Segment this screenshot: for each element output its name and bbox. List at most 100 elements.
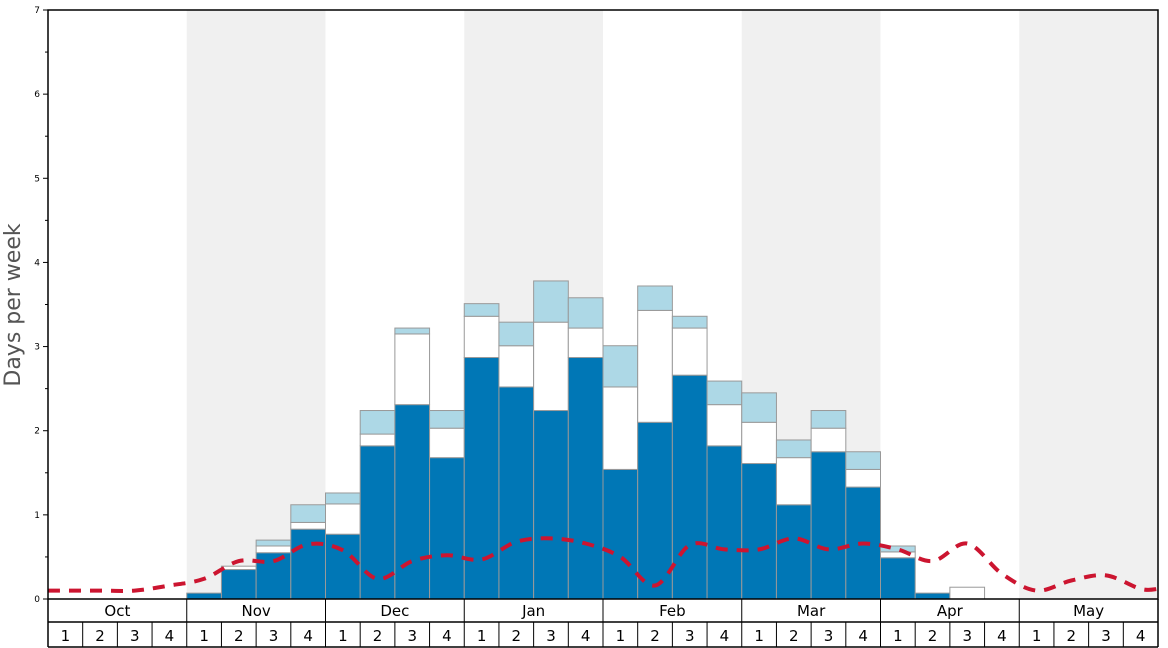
bar-segment [637, 285, 673, 311]
month-band [186, 10, 326, 599]
bar-segment [533, 410, 569, 600]
month-label: Mar [797, 602, 826, 620]
week-label: 3 [407, 627, 417, 645]
month-label: Feb [659, 602, 686, 620]
week-label: 1 [477, 627, 487, 645]
month-band [1019, 10, 1158, 599]
bar-segment [706, 380, 743, 406]
bar-segment [845, 468, 881, 488]
week-label: 3 [824, 627, 834, 645]
week-label: 2 [234, 627, 244, 645]
bar-segment [429, 457, 465, 600]
bar-segment [325, 492, 361, 505]
week-label: 3 [962, 627, 972, 645]
month-label: Oct [104, 602, 130, 620]
month-label: Apr [937, 602, 964, 620]
bar-segment [775, 457, 812, 506]
y-tick-label: 4 [34, 258, 40, 268]
week-label: 4 [858, 627, 868, 645]
y-tick-label: 1 [34, 511, 40, 521]
week-label: 2 [789, 627, 799, 645]
bar-segment [290, 504, 326, 523]
week-label: 4 [303, 627, 313, 645]
bar-segment [845, 451, 881, 470]
week-label: 2 [928, 627, 938, 645]
bar-segment [810, 427, 847, 453]
bar-segment [394, 327, 431, 335]
bar-segment [810, 451, 847, 600]
y-axis-label: Days per week [1, 223, 26, 386]
bar-segment [810, 410, 847, 429]
week-label: 4 [997, 627, 1007, 645]
bar-segment [602, 345, 639, 388]
bar-segment [741, 392, 777, 423]
bar-segment [567, 327, 604, 359]
month-band [48, 10, 187, 599]
bar-segment [186, 592, 222, 600]
y-tick-label: 0 [34, 595, 40, 605]
bar-segment [741, 421, 777, 465]
bar-segment [325, 503, 361, 535]
week-label: 3 [1101, 627, 1111, 645]
y-tick-label: 6 [34, 90, 40, 100]
bars [186, 280, 986, 600]
bar-segment [775, 439, 812, 459]
week-label: 2 [512, 627, 522, 645]
bar-segment [949, 586, 986, 600]
y-tick-label: 2 [34, 427, 40, 437]
bar-segment [359, 410, 396, 435]
week-label: 1 [616, 627, 626, 645]
bar-segment [567, 357, 604, 600]
trend-line [48, 536, 1159, 593]
bar-segment [325, 533, 361, 600]
month-label: Dec [380, 602, 409, 620]
bar-segment [533, 280, 569, 323]
trend-line-path [48, 536, 1159, 593]
y-axis: 0 1 2 3 4 5 6 7 [34, 6, 48, 605]
week-label: 1 [893, 627, 903, 645]
month-label: May [1073, 602, 1104, 620]
bar-segment [671, 315, 708, 329]
bar-segment [914, 592, 951, 600]
bar-segment [394, 404, 431, 600]
week-label: 4 [442, 627, 452, 645]
month-band [880, 10, 1020, 599]
bar-segment [220, 565, 257, 571]
month-label: Nov [241, 602, 270, 620]
bar-segment [637, 309, 673, 423]
bar-segment [706, 445, 743, 600]
week-label: 3 [546, 627, 556, 645]
y-tick-label: 5 [34, 174, 40, 184]
bar-segment [394, 333, 431, 406]
bar-segment [880, 557, 916, 600]
week-label: 1 [754, 627, 764, 645]
week-label: 1 [61, 627, 71, 645]
bar-segment [671, 327, 708, 376]
week-label: 1 [199, 627, 209, 645]
bar-segment [359, 433, 396, 447]
bar-segment [498, 321, 535, 347]
week-label: 4 [165, 627, 175, 645]
y-tick-label: 7 [34, 6, 40, 16]
week-label: 4 [720, 627, 730, 645]
bar-segment [533, 321, 569, 412]
bar-segment [741, 463, 777, 600]
week-label: 2 [1067, 627, 1077, 645]
bar-segment [880, 545, 916, 553]
bar-segment [463, 357, 500, 600]
bar-segment [220, 569, 257, 600]
week-label: 2 [95, 627, 105, 645]
week-label: 3 [269, 627, 279, 645]
week-label: 3 [130, 627, 140, 645]
x-axis: Oct Nov Dec Jan Feb Mar Apr May 1 2 3 4 1 2 3 4 1 2 3 4 1 2 3 4… [47, 599, 1159, 648]
week-label: 3 [685, 627, 695, 645]
bar-segment [463, 303, 500, 317]
week-label: 2 [650, 627, 660, 645]
bar-segment [602, 468, 639, 600]
bar-segment [637, 421, 673, 600]
bar-segment [498, 386, 535, 600]
bar-segment [429, 427, 465, 459]
bar-segment [602, 386, 639, 470]
bar-segment [775, 504, 812, 600]
